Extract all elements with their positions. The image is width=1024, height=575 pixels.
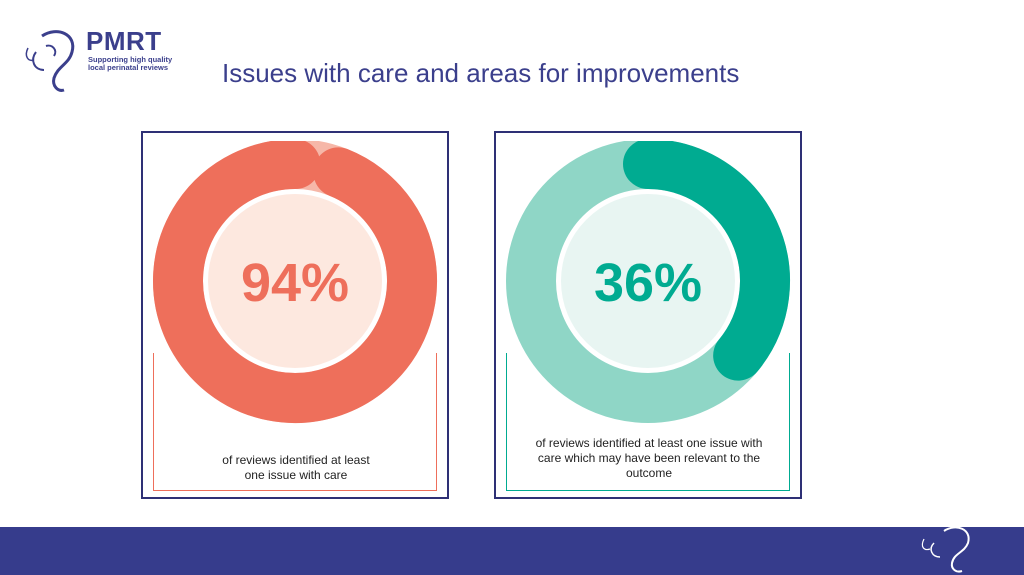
percent-label: 94% xyxy=(241,253,349,313)
caption-line: one issue with care xyxy=(244,468,348,482)
logo-tagline-line2: local perinatal reviews xyxy=(88,63,169,72)
pmrt-logo: PMRT Supporting high quality local perin… xyxy=(22,26,182,96)
stat-card-issues: 94% of reviews identified at least one i… xyxy=(141,131,449,499)
donut-center xyxy=(561,194,735,368)
pmrt-logo-icon xyxy=(25,30,75,92)
donut-center xyxy=(208,194,382,368)
caption-bracket xyxy=(506,353,790,491)
caption-issues: of reviews identified at least one issue… xyxy=(161,453,431,483)
logo-tagline-line1: Supporting high quality xyxy=(88,55,173,64)
stat-card-relevant: 36% of reviews identified at least one i… xyxy=(494,131,802,499)
donut-slice-value xyxy=(623,141,790,381)
footer-bar xyxy=(0,526,1024,575)
slide-title: Issues with care and areas for improveme… xyxy=(222,58,740,88)
caption-line: outcome xyxy=(625,466,673,480)
logo-tagline: Supporting high quality local perinatal … xyxy=(88,56,188,72)
caption-line: care which may have been relevant to the xyxy=(537,451,761,465)
logo-brand: PMRT xyxy=(86,26,162,56)
caption-line: of reviews identified at least one issue… xyxy=(535,436,763,450)
caption-line: of reviews identified at least xyxy=(222,453,370,467)
caption-bracket xyxy=(153,353,437,491)
footer-logo-icon xyxy=(921,526,970,573)
caption-relevant: of reviews identified at least one issue… xyxy=(514,436,784,481)
donut-chart-94: 94% xyxy=(153,141,437,423)
donut-chart-36: 36% xyxy=(506,141,790,423)
donut-slice-value xyxy=(153,141,437,423)
percent-label: 36% xyxy=(594,253,702,313)
